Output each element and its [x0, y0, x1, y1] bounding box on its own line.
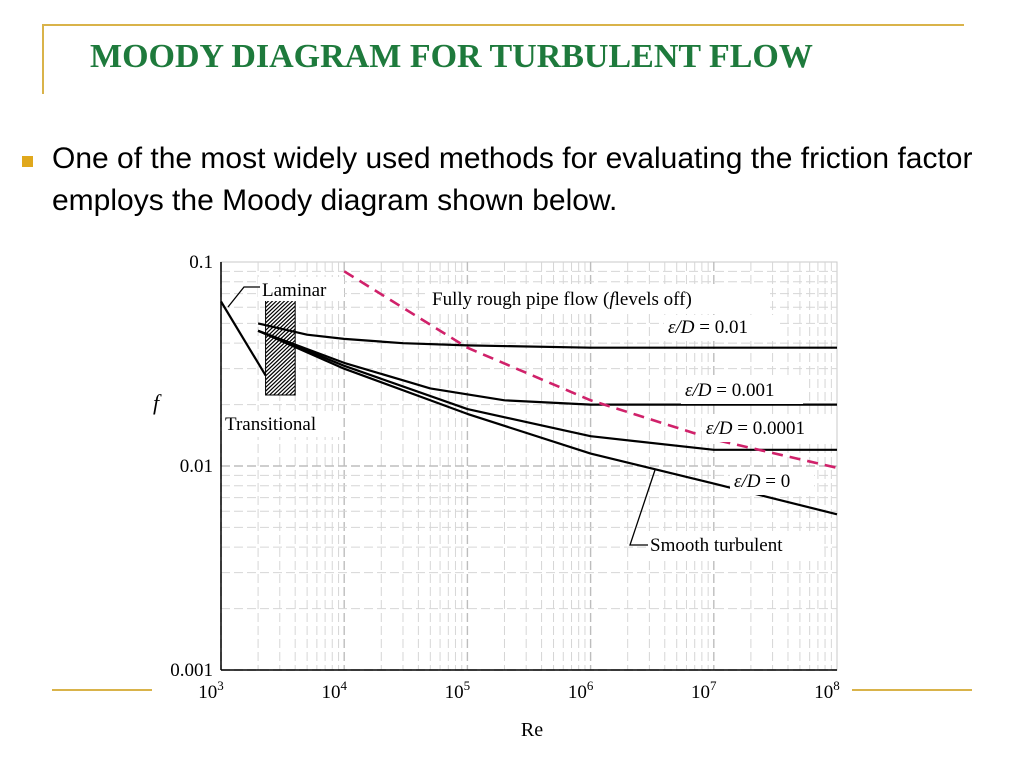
bottom-accent-line-left	[52, 689, 152, 691]
ed001-box	[664, 315, 776, 341]
y-tick-label: 0.001	[170, 660, 213, 681]
transitional-box	[222, 411, 342, 437]
hatch-line	[265, 312, 296, 343]
bullet-text: One of the most widely used methods for …	[52, 142, 973, 217]
tick-labels: 103 104 105 106 107 108 0.1 0.01 0.001	[170, 252, 840, 703]
hatch-lines	[265, 300, 296, 395]
label-ed-0.0001: ε/D = 0.0001	[706, 418, 805, 439]
hatch-line	[265, 305, 296, 336]
hatch-line	[265, 343, 296, 374]
smooth-box	[646, 533, 824, 559]
hatch-line	[265, 362, 296, 393]
series-line-laminar	[220, 300, 267, 376]
y-tick-label: 0.01	[180, 456, 213, 477]
hatch-line	[273, 373, 296, 395]
label-laminar: Laminar	[262, 280, 327, 301]
slide-title: MOODY DIAGRAM FOR TURBULENT FLOW	[90, 38, 813, 75]
hatch-line	[265, 350, 296, 381]
hatch-line	[265, 320, 296, 351]
ed0001-box	[681, 378, 803, 404]
laminar-box	[258, 277, 344, 301]
label-fully-rough: Fully rough pipe flow (flevels off)	[432, 289, 692, 310]
label-ed-0.01: ε/D = 0.01	[668, 317, 748, 338]
hatch-line	[269, 369, 296, 395]
top-accent-line	[42, 24, 964, 26]
x-tick-label: 104	[321, 678, 347, 703]
series-lines	[220, 270, 838, 516]
hatch-line	[265, 328, 296, 358]
x-tick-label: 105	[445, 678, 471, 703]
y-tick-label: 0.1	[189, 252, 213, 273]
label-transitional: Transitional	[225, 414, 316, 435]
ed0-box	[730, 469, 814, 495]
hatch-line	[265, 309, 296, 339]
hatch-line	[265, 331, 296, 362]
transitional-region	[265, 299, 296, 396]
x-tick-label: 107	[691, 678, 717, 703]
leader-lines	[227, 286, 656, 546]
x-tick-label: 103	[198, 678, 224, 703]
hatch-line	[265, 339, 296, 370]
x-tick-label: 108	[814, 678, 840, 703]
laminar-leader	[227, 286, 260, 308]
label-ed-0: ε/D = 0	[734, 471, 790, 492]
hatch-line	[277, 377, 296, 395]
series-line--d-0.01	[257, 322, 837, 349]
bottom-accent-line-right	[852, 689, 972, 691]
hatch-line	[265, 300, 290, 324]
hatch-line	[265, 300, 286, 320]
label-smooth-turbulent: Smooth turbulent	[650, 535, 783, 556]
label-ed-0.001: ε/D = 0.001	[685, 380, 774, 401]
hatch-line	[265, 300, 294, 328]
bullet-marker	[22, 156, 33, 167]
hatch-line	[265, 358, 296, 389]
hatch-line	[265, 366, 296, 395]
ed00001-box	[702, 416, 836, 442]
label-boxes	[222, 277, 836, 559]
hatch-line	[265, 335, 296, 366]
x-tick-label: 106	[568, 678, 594, 703]
series-line--d-0.0001	[257, 329, 837, 451]
annotations: Laminar Transitional Fully rough pipe fl…	[225, 280, 805, 556]
y-axis-title: f	[153, 390, 162, 415]
hatch-line	[265, 354, 296, 385]
x-axis-title: Re	[521, 719, 543, 741]
hatch-line	[265, 301, 296, 332]
hatch-line	[265, 324, 296, 355]
fully-rough-box	[428, 286, 770, 312]
series-line--d-0.001	[257, 329, 837, 406]
smooth-leader-1	[629, 469, 656, 546]
series-line-fully-rough-pipe-flow	[343, 270, 838, 470]
left-accent-line	[42, 24, 44, 94]
